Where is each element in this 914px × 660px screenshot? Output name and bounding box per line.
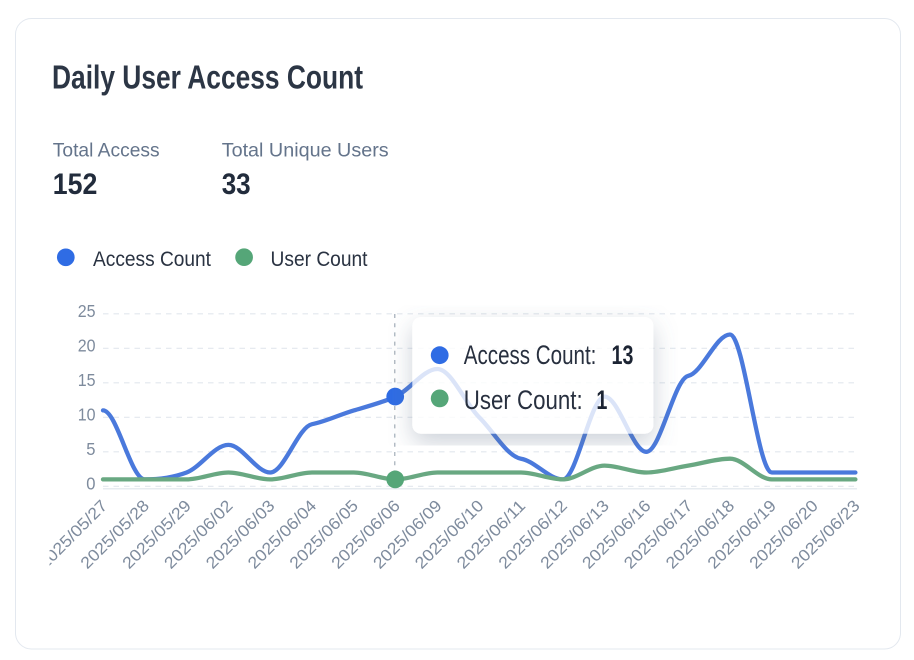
svg-text:User Count:: User Count: [464, 385, 583, 415]
svg-text:25: 25 [78, 301, 96, 321]
svg-text:1: 1 [596, 385, 607, 415]
svg-text:0: 0 [86, 473, 95, 493]
svg-text:Daily User Access Count: Daily User Access Count [52, 59, 363, 96]
svg-text:Access Count: Access Count [93, 247, 211, 271]
svg-text:Access Count:: Access Count: [464, 340, 597, 370]
svg-text:Total Access: Total Access [53, 139, 160, 161]
svg-text:10: 10 [78, 404, 96, 424]
svg-text:15: 15 [78, 370, 96, 390]
svg-text:User Count: User Count [271, 247, 368, 271]
svg-text:13: 13 [612, 340, 634, 370]
svg-text:20: 20 [78, 335, 96, 355]
svg-text:33: 33 [222, 168, 251, 201]
svg-text:152: 152 [53, 168, 98, 201]
svg-text:Total Unique Users: Total Unique Users [222, 139, 389, 161]
svg-text:5: 5 [86, 439, 95, 459]
